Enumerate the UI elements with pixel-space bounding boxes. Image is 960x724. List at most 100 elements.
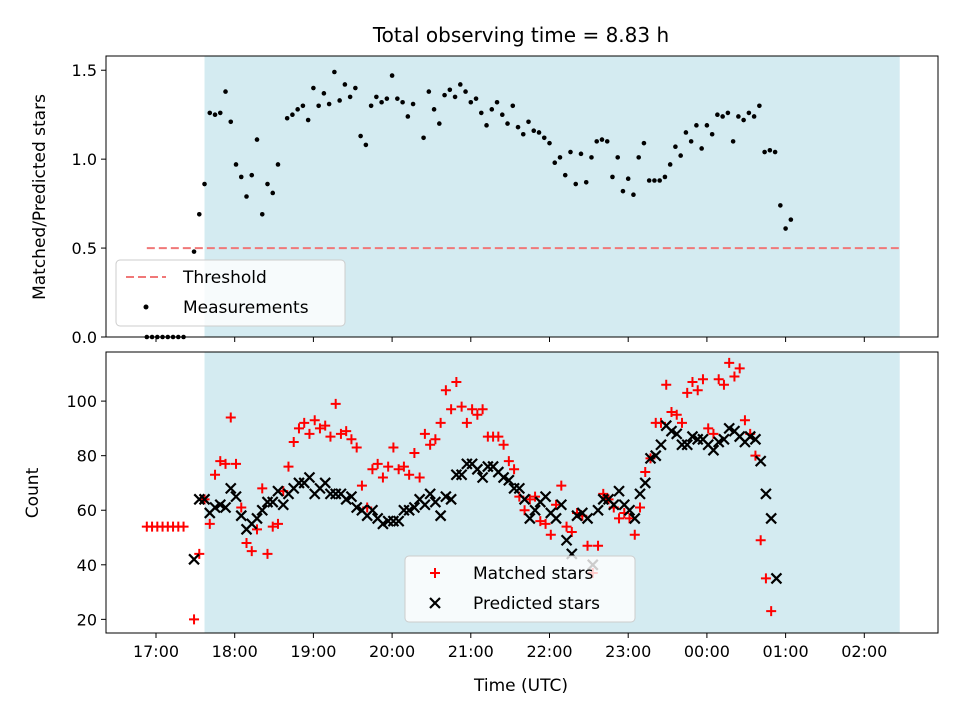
y-axis-label-top: Matched/Predicted stars — [30, 94, 50, 300]
data-point — [639, 477, 652, 489]
data-point — [233, 162, 239, 167]
y-tick-label: 1.0 — [72, 150, 97, 169]
data-point — [620, 188, 626, 194]
data-point — [709, 131, 715, 137]
data-point — [541, 135, 547, 141]
data-point — [718, 433, 730, 446]
data-point — [631, 192, 636, 198]
data-point — [468, 99, 474, 105]
data-point — [655, 438, 667, 451]
legend: Matched stars Predicted stars — [404, 555, 636, 623]
data-point — [607, 498, 620, 511]
data-point — [561, 521, 572, 532]
data-point — [489, 107, 495, 112]
data-point — [295, 107, 300, 112]
data-point — [583, 179, 589, 185]
data-point — [452, 94, 458, 100]
data-point — [202, 181, 207, 187]
data-point — [356, 480, 367, 491]
data-point — [755, 535, 766, 546]
data-point — [676, 417, 687, 428]
data-point — [198, 493, 211, 506]
data-point — [335, 428, 346, 439]
data-point — [493, 431, 504, 442]
data-point — [568, 149, 573, 155]
data-point — [272, 518, 283, 529]
data-point — [484, 123, 489, 128]
data-point — [683, 130, 689, 135]
data-point — [219, 501, 232, 514]
data-point — [760, 573, 771, 584]
data-point — [188, 553, 200, 566]
data-point — [666, 407, 677, 418]
data-point — [697, 374, 708, 385]
data-point — [467, 404, 478, 415]
data-point — [634, 488, 646, 500]
legend-matched-swatch — [430, 568, 440, 578]
data-point — [476, 471, 489, 484]
data-point — [246, 546, 257, 557]
data-point — [765, 512, 777, 525]
data-point — [326, 101, 332, 107]
data-point — [293, 423, 304, 434]
data-point — [345, 490, 358, 503]
data-point — [739, 415, 750, 426]
x-tick-label: 01:00 — [763, 642, 809, 661]
data-point — [228, 119, 234, 125]
data-point — [657, 178, 662, 183]
data-point — [746, 110, 752, 116]
data-point — [217, 110, 223, 116]
data-point — [456, 401, 467, 412]
data-point — [435, 417, 446, 428]
data-point — [772, 149, 778, 155]
data-point — [215, 456, 226, 467]
data-point — [419, 498, 431, 511]
data-point — [509, 464, 520, 475]
data-point — [510, 103, 516, 109]
data-point — [562, 172, 568, 178]
data-point — [314, 423, 325, 434]
data-point — [551, 499, 562, 510]
legend-predicted-label: Predicted stars — [473, 594, 600, 614]
data-point — [372, 458, 383, 469]
data-point — [661, 379, 672, 390]
data-point — [207, 110, 213, 116]
data-point — [725, 110, 731, 116]
data-point — [238, 174, 244, 180]
data-point — [330, 398, 341, 409]
legend-measurements-swatch — [143, 304, 149, 310]
data-point — [667, 162, 673, 167]
data-point — [251, 512, 263, 525]
y-tick-label: 40 — [77, 556, 97, 575]
data-point — [305, 117, 311, 123]
y-tick-label: 0.0 — [72, 328, 97, 347]
data-point — [379, 99, 384, 105]
data-point — [447, 87, 453, 93]
data-point — [231, 458, 242, 469]
data-point — [473, 96, 479, 101]
data-point — [678, 153, 683, 158]
x-tick-label: 02:00 — [841, 642, 887, 661]
data-point — [581, 512, 594, 525]
data-point — [545, 529, 556, 540]
y-axis-label-bottom: Count — [23, 467, 43, 518]
data-point — [257, 483, 268, 494]
data-point — [556, 480, 567, 491]
data-point — [392, 515, 405, 527]
data-point — [275, 162, 281, 167]
data-point — [241, 537, 252, 548]
data-point — [342, 82, 348, 87]
data-point — [704, 123, 710, 128]
data-point — [573, 181, 579, 187]
data-point — [395, 96, 400, 101]
data-point — [624, 513, 635, 524]
data-point — [730, 139, 736, 144]
data-point — [641, 140, 647, 146]
data-point — [196, 211, 202, 217]
chart-title: Total observing time = 8.83 h — [372, 23, 669, 47]
data-point — [589, 155, 594, 160]
data-point — [662, 174, 668, 180]
data-point — [715, 112, 720, 117]
data-point — [458, 82, 463, 87]
data-point — [377, 472, 388, 483]
